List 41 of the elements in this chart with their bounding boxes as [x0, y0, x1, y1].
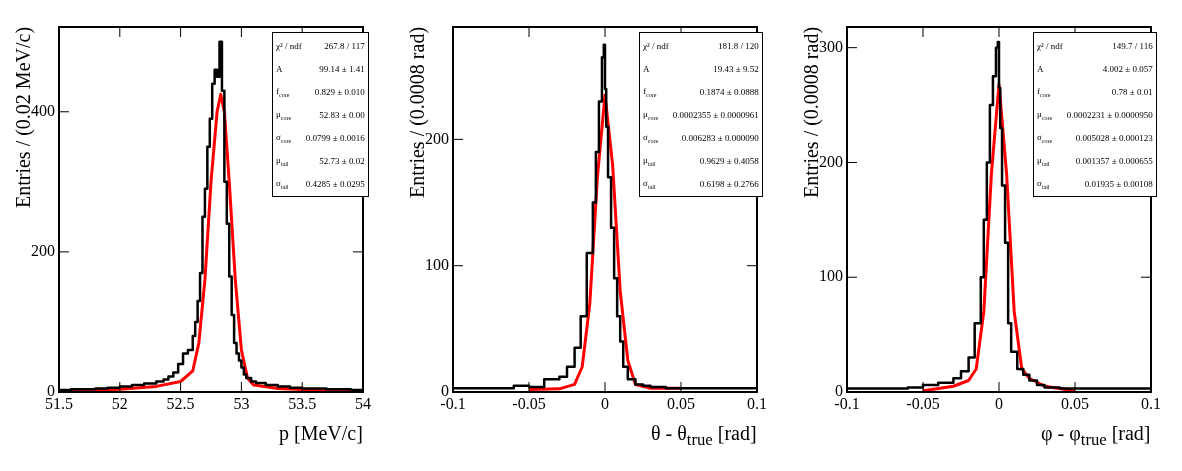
text: σ$_{tail}$ 0.01935 ± 0.00108	[1037, 177, 1153, 190]
text: χ² / ndf 181.8 / 120	[643, 40, 759, 51]
text: σ$_{core}$ 0.0799 ± 0.0016	[276, 131, 365, 144]
x-tick-label: 0	[995, 394, 1003, 412]
y-tick-label: 100	[819, 267, 843, 285]
text: μ$_{tail}$ 52.73 ± 0.02	[276, 154, 365, 167]
y-tick-label: 200	[31, 242, 55, 260]
x-tick-label: 0.1	[1141, 394, 1161, 412]
text: f$_{core}$ 0.829 ± 0.010	[276, 85, 365, 98]
text: μ$_{tail}$ 0.001357 ± 0.000655	[1037, 154, 1153, 167]
x-tick-label: 54	[355, 394, 371, 412]
x-tick-label: 0	[601, 394, 609, 412]
x-axis-title: θ - θ$_{true}$ [rad]	[651, 422, 757, 450]
text: A 99.14 ± 1.41	[276, 63, 365, 74]
text: χ² / ndf 267.8 / 117	[276, 40, 365, 51]
text: σ$_{core}$ 0.005028 ± 0.000123	[1037, 131, 1153, 144]
x-tick-label: 0.05	[1061, 394, 1089, 412]
text: μ$_{core}$ 0.0002355 ± 0.0000961	[643, 108, 759, 121]
text: f$_{core}$ 0.78 ± 0.01	[1037, 85, 1153, 98]
text: μ$_{core}$ 0.0002231 ± 0.0000950	[1037, 108, 1153, 121]
x-tick-label: 53.5	[288, 394, 317, 412]
text: σ$_{core}$ 0.006283 ± 0.000090	[643, 131, 759, 144]
text: χ² / ndf 149.7 / 116	[1037, 40, 1153, 51]
x-tick-label: 0.1	[747, 394, 767, 412]
y-tick-label: 200	[425, 129, 449, 147]
text: μ$_{tail}$ 0.9629 ± 0.4058	[643, 154, 759, 167]
text: A 4.002 ± 0.057	[1037, 63, 1153, 74]
x-tick-label: -0.05	[512, 394, 546, 412]
x-axis-title: p [MeV/c]	[279, 422, 363, 445]
text: μ$_{core}$ 52.83 ± 0.00	[276, 108, 365, 121]
text: f$_{core}$ 0.1874 ± 0.0888	[643, 85, 759, 98]
x-tick-label: 53	[233, 394, 250, 412]
text: σ$_{tail}$ 0.6198 ± 0.2766	[643, 177, 759, 190]
x-tick-label: 0.05	[667, 394, 695, 412]
y-tick-label: 100	[425, 255, 449, 273]
x-tick-label: -0.05	[906, 394, 940, 412]
text: A 19.43 ± 9.52	[643, 63, 759, 74]
x-axis-title: φ - φ$_{true}$ [rad]	[1041, 422, 1151, 450]
x-tick-label: 52.5	[166, 394, 195, 412]
x-tick-label: 52	[111, 394, 128, 412]
text: σ$_{tail}$ 0.4285 ± 0.0295	[276, 177, 365, 190]
